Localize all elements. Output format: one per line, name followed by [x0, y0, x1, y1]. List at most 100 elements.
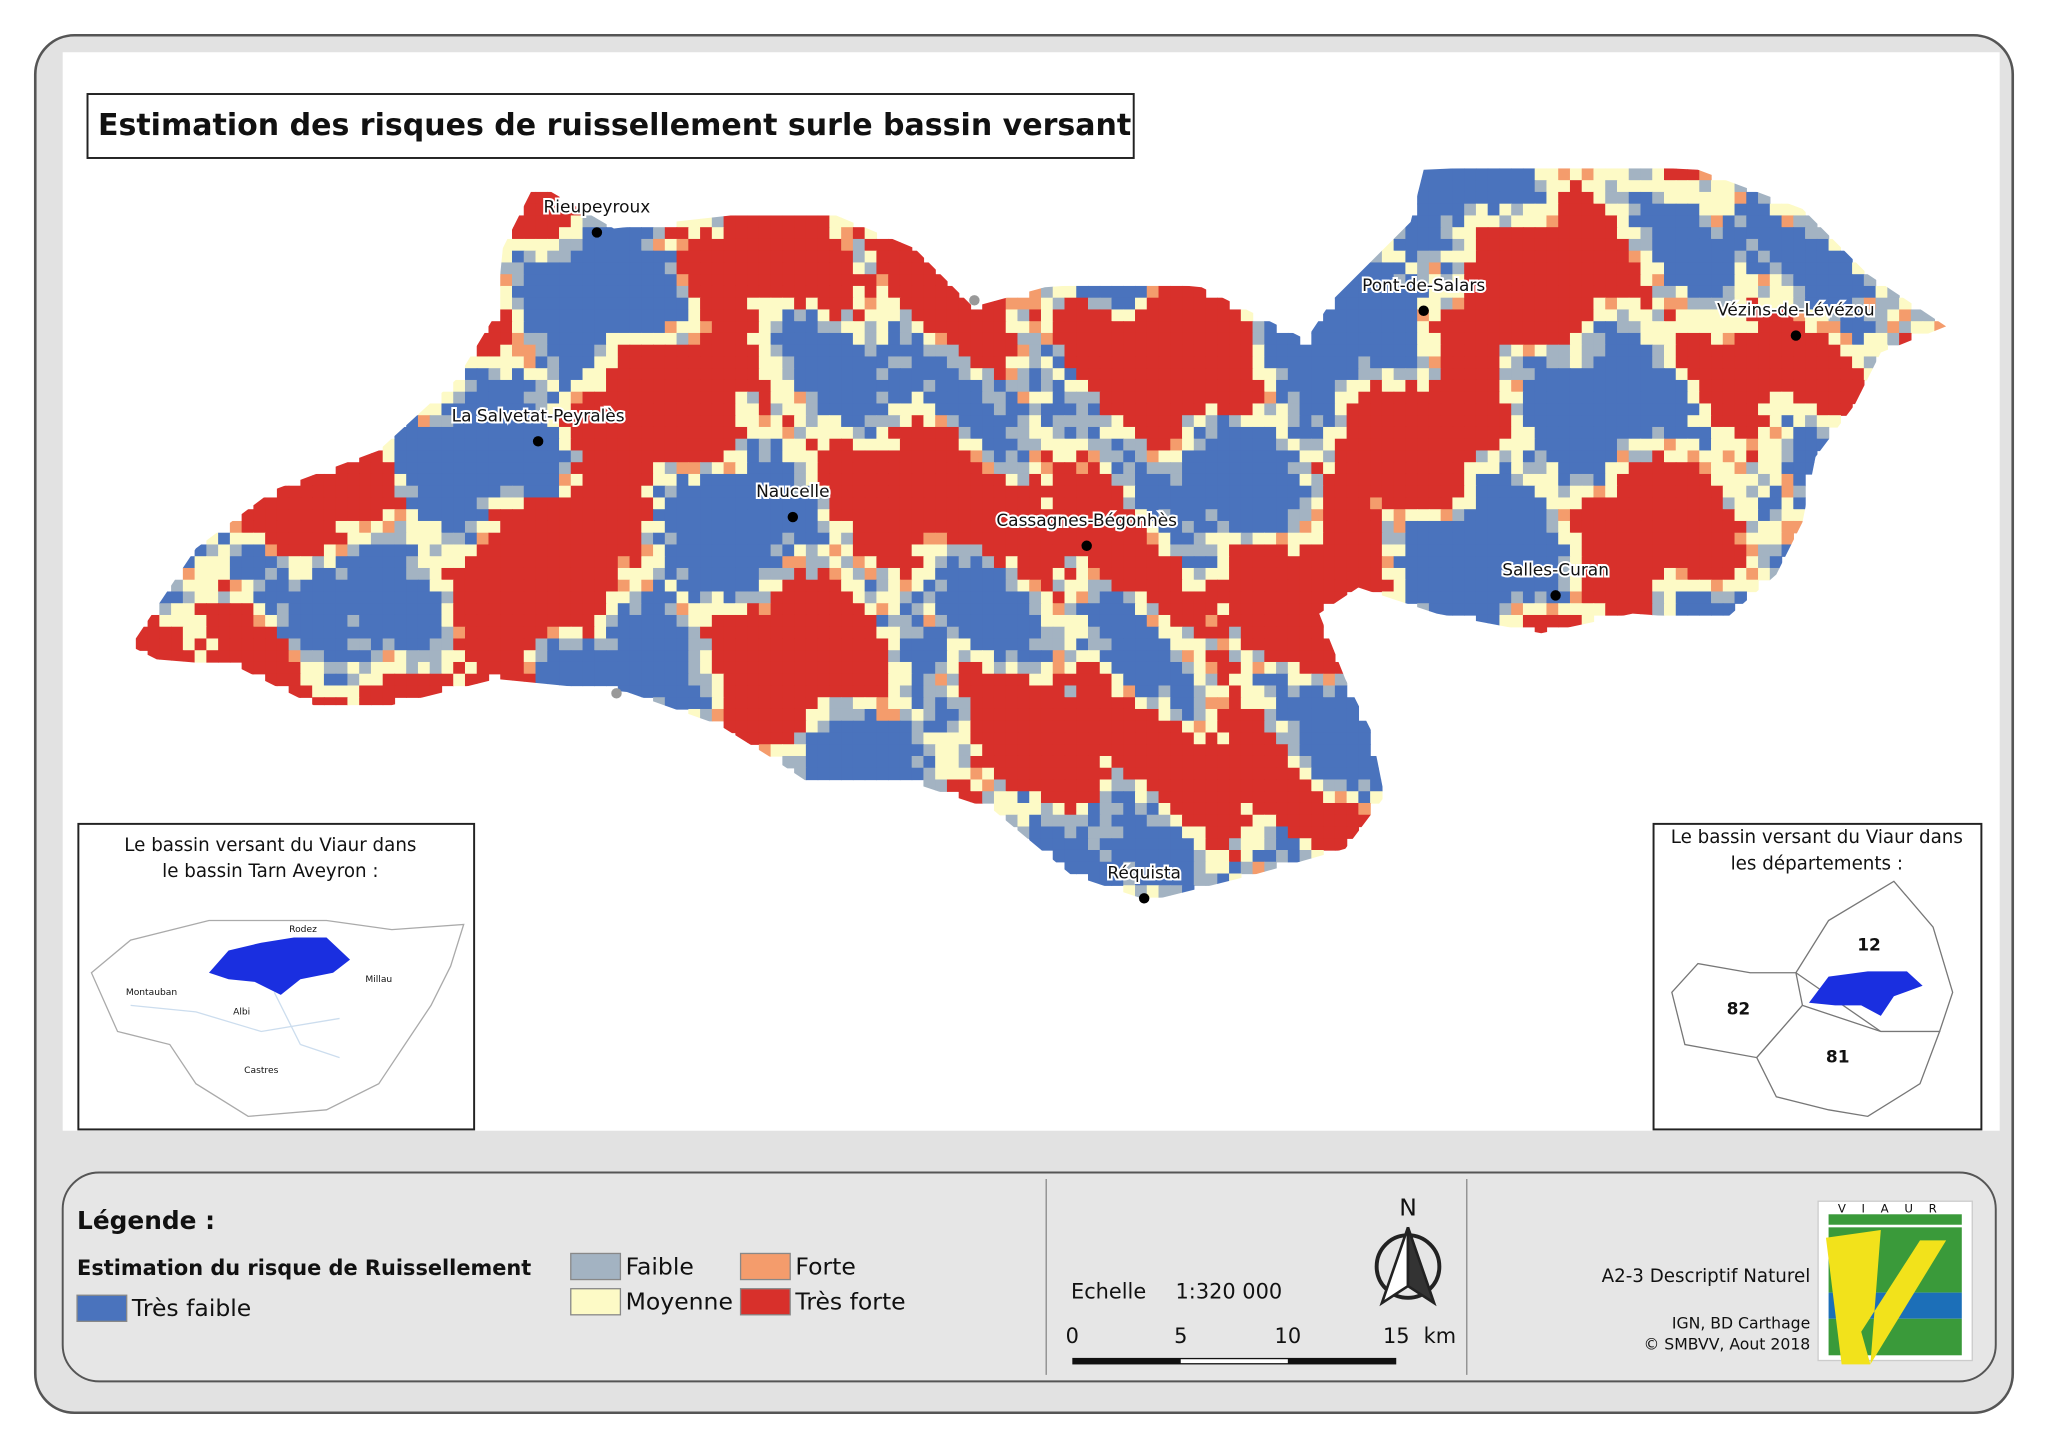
raster-cell — [1005, 509, 1019, 522]
raster-cell — [1182, 603, 1195, 616]
raster-cell — [1123, 485, 1136, 499]
raster-cell — [1640, 532, 1653, 546]
raster-cell — [1323, 497, 1336, 510]
raster-cell — [1417, 556, 1430, 569]
raster-cell — [1546, 403, 1559, 416]
raster-cell — [1323, 391, 1336, 405]
raster-cell — [1170, 297, 1183, 311]
raster-cell — [1664, 297, 1677, 311]
raster-cell — [1158, 544, 1171, 557]
raster-cell — [335, 591, 349, 604]
raster-cell — [1229, 473, 1242, 487]
raster-cell — [1464, 520, 1477, 534]
raster-cell — [1170, 332, 1183, 346]
raster-cell — [1581, 497, 1595, 510]
raster-cell — [1522, 497, 1536, 510]
raster-cell — [1323, 379, 1336, 393]
raster-cell — [1064, 556, 1077, 569]
raster-cell — [1146, 297, 1160, 311]
raster-cell — [1558, 579, 1571, 593]
raster-cell — [1475, 321, 1489, 334]
raster-cell — [653, 473, 666, 487]
raster-cell — [653, 591, 666, 604]
raster-cell — [535, 520, 548, 534]
raster-cell — [1616, 438, 1630, 452]
raster-cell — [1264, 591, 1277, 604]
raster-cell — [406, 544, 419, 557]
raster-cell — [688, 556, 701, 569]
raster-cell — [1264, 426, 1277, 440]
raster-cell — [1076, 614, 1089, 628]
raster-cell — [1781, 520, 1794, 534]
raster-cell — [805, 744, 819, 757]
raster-cell — [1816, 332, 1830, 346]
raster-cell — [1569, 556, 1583, 569]
raster-cell — [1370, 321, 1383, 334]
raster-cell — [1605, 532, 1618, 546]
raster-cell — [794, 368, 807, 381]
raster-cell — [229, 544, 243, 557]
raster-cell — [711, 332, 725, 346]
raster-cell — [935, 297, 948, 311]
raster-cell — [688, 485, 701, 499]
raster-cell — [1511, 462, 1524, 475]
raster-cell — [1005, 462, 1019, 475]
raster-cell — [1581, 227, 1595, 240]
raster-cell — [547, 638, 560, 651]
raster-cell — [958, 697, 972, 710]
raster-cell — [1146, 685, 1160, 698]
raster-cell — [805, 626, 819, 640]
raster-cell — [1029, 626, 1042, 640]
raster-cell — [1005, 567, 1019, 581]
raster-cell — [641, 379, 654, 393]
raster-cell — [476, 532, 490, 546]
raster-cell — [1699, 215, 1712, 228]
raster-cell — [1381, 391, 1395, 405]
raster-cell — [829, 309, 842, 322]
raster-cell — [523, 485, 537, 499]
raster-cell — [488, 497, 501, 510]
raster-cell — [1240, 309, 1254, 322]
raster-cell — [876, 238, 889, 252]
raster-cell — [441, 673, 454, 687]
raster-cell — [711, 438, 725, 452]
raster-cell — [805, 556, 819, 569]
raster-cell — [1417, 485, 1430, 499]
raster-cell — [1464, 274, 1477, 287]
raster-cell — [1546, 415, 1559, 428]
raster-cell — [276, 603, 290, 616]
raster-cell — [1440, 262, 1454, 275]
raster-cell — [1640, 403, 1653, 416]
raster-cell — [1428, 403, 1442, 416]
raster-cell — [523, 309, 537, 322]
raster-cell — [1640, 485, 1653, 499]
raster-cell — [829, 262, 842, 275]
raster-cell — [547, 250, 560, 264]
raster-cell — [606, 520, 619, 534]
raster-cell — [864, 544, 878, 557]
raster-cell — [464, 603, 478, 616]
raster-cell — [1017, 321, 1030, 334]
raster-cell — [1029, 638, 1042, 651]
raster-cell — [1135, 415, 1148, 428]
raster-cell — [559, 603, 572, 616]
raster-cell — [829, 462, 842, 475]
raster-cell — [1240, 626, 1254, 640]
raster-cell — [1287, 614, 1301, 628]
raster-cell — [559, 591, 572, 604]
raster-cell — [218, 638, 231, 651]
raster-cell — [653, 391, 666, 405]
raster-cell — [382, 626, 396, 640]
raster-cell — [1511, 509, 1524, 522]
raster-cell — [1664, 509, 1677, 522]
raster-cell — [1229, 544, 1242, 557]
raster-cell — [1182, 379, 1195, 393]
raster-cell — [982, 403, 995, 416]
raster-cell — [1863, 297, 1877, 311]
raster-cell — [899, 591, 913, 604]
raster-cell — [1781, 509, 1794, 522]
raster-cell — [711, 685, 725, 698]
raster-cell — [1628, 415, 1642, 428]
raster-cell — [782, 356, 795, 369]
raster-cell — [394, 485, 407, 499]
